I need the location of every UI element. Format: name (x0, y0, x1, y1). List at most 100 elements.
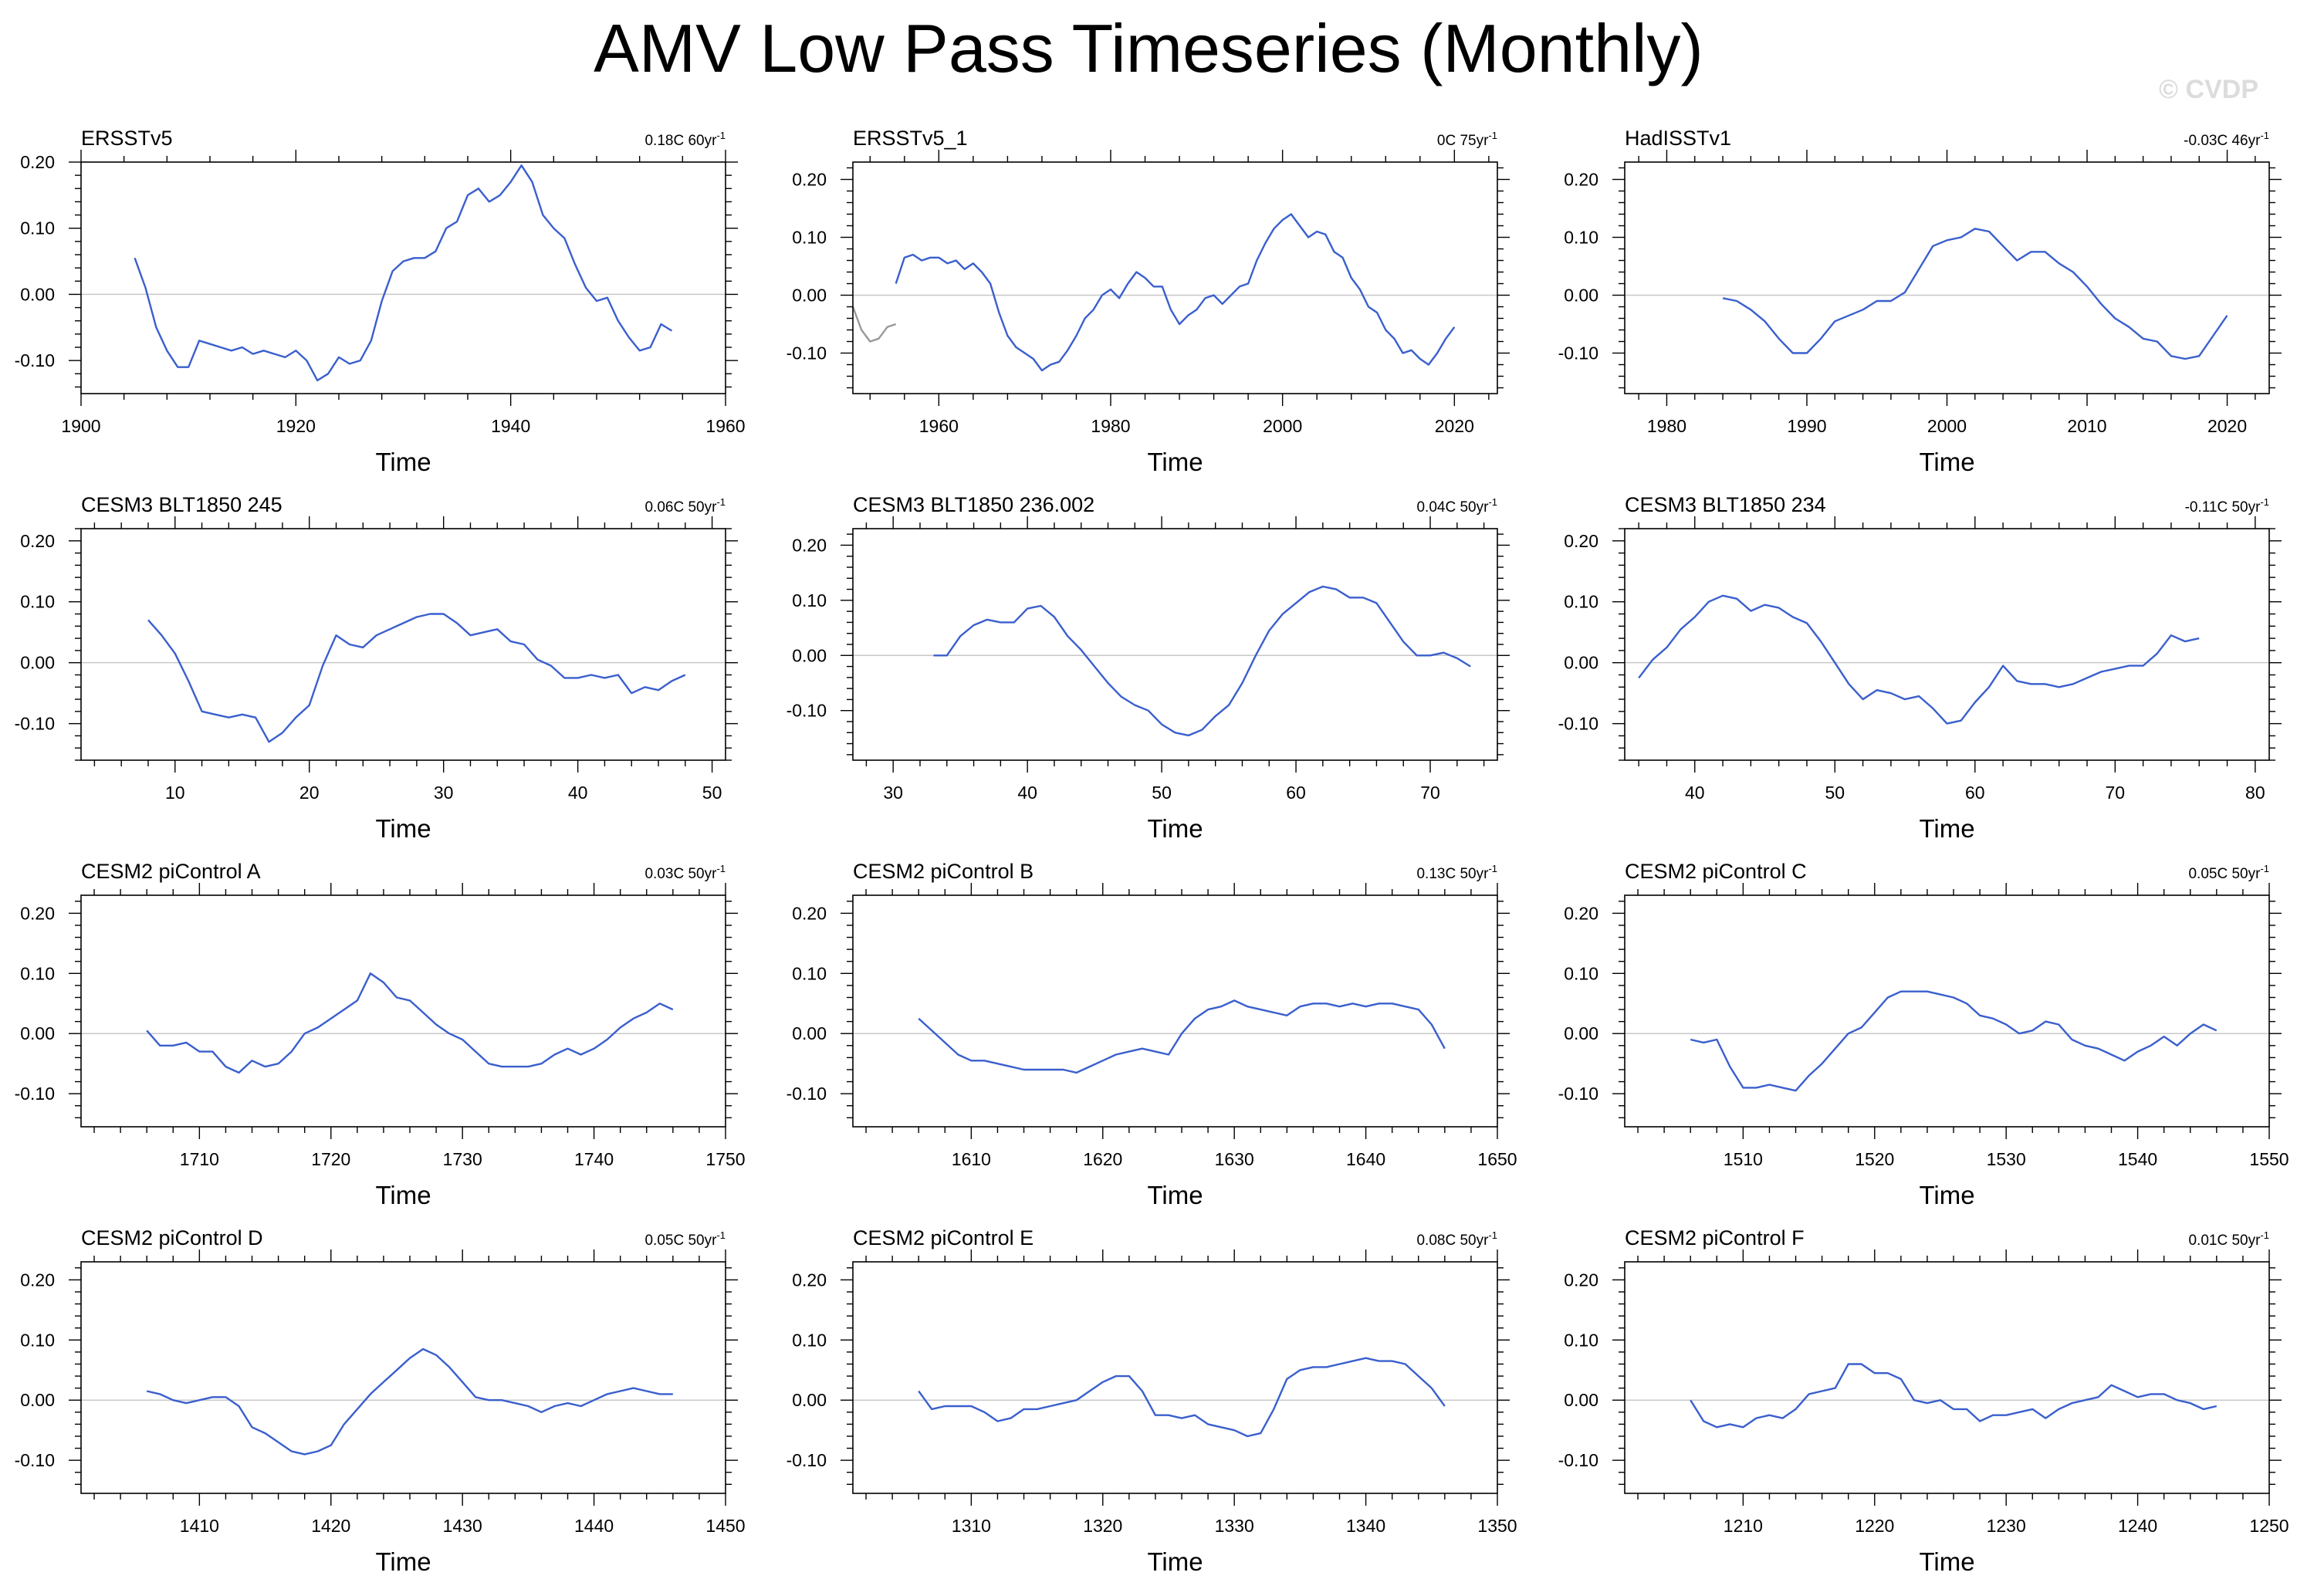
y-tick-label: 0.20 (20, 531, 55, 551)
panel-stat: -0.03C 46yr-1 (2184, 130, 2269, 149)
panel-0: ERSSTv5 0.18C 60yr-1 1900 1920 1940 1960 -0.10… (15, 127, 746, 476)
y-tick-label: -0.10 (787, 1084, 827, 1104)
y-tick-label: -0.10 (1558, 1450, 1598, 1470)
x-tick-label: 1630 (1215, 1149, 1254, 1169)
x-axis-label: Time (375, 1181, 431, 1209)
x-tick-label: 1940 (491, 416, 530, 436)
panel-title: CESM2 piControl C (1625, 860, 1807, 883)
y-tick-label: 0.20 (1564, 531, 1598, 551)
series-line-0 (146, 1347, 673, 1456)
y-tick-label: 0.20 (792, 535, 827, 555)
y-tick-label: 0.00 (1564, 286, 1598, 306)
x-tick-label: 1420 (311, 1516, 350, 1536)
x-tick-label: 1350 (1477, 1516, 1517, 1536)
y-tick-label: 0.00 (20, 1390, 55, 1410)
y-tick-label: -0.10 (1558, 343, 1598, 363)
x-tick-label: 30 (883, 783, 903, 803)
plot-frame (852, 161, 1498, 394)
x-tick-label: 1990 (1787, 416, 1826, 436)
y-tick-label: 0.10 (1564, 963, 1598, 983)
x-tick-label: 1240 (2118, 1516, 2157, 1536)
panel-stat: 0.03C 50yr-1 (644, 863, 726, 882)
y-tick-label: 0.00 (792, 645, 827, 665)
x-tick-label: 2020 (1435, 416, 1474, 436)
x-tick-label: 40 (568, 783, 588, 803)
panel-stat: 0.18C 60yr-1 (644, 130, 726, 149)
y-tick-label: 0.10 (20, 592, 55, 612)
y-tick-label: 0.00 (20, 653, 55, 673)
x-tick-label: 1410 (180, 1516, 219, 1536)
x-tick-label: 1610 (952, 1149, 991, 1169)
series-line-0 (851, 306, 897, 343)
y-tick-label: -0.10 (1558, 1084, 1598, 1104)
series-line-0 (1690, 990, 2218, 1092)
x-tick-label: 1340 (1346, 1516, 1385, 1536)
y-tick-label: 0.00 (792, 286, 827, 306)
series-line-0 (918, 999, 1446, 1074)
x-tick-label: 1510 (1724, 1149, 1763, 1169)
plot-frame (852, 894, 1498, 1128)
x-tick-label: 1920 (276, 416, 316, 436)
watermark: © CVDP (2159, 75, 2258, 104)
x-tick-label: 1220 (1855, 1516, 1894, 1536)
x-tick-label: 1740 (574, 1149, 614, 1169)
x-tick-label: 50 (1825, 783, 1845, 803)
x-tick-label: 1620 (1083, 1149, 1122, 1169)
y-tick-label: 0.10 (1564, 1330, 1598, 1350)
y-tick-label: -0.10 (787, 343, 827, 363)
series-line-0 (147, 613, 686, 743)
y-tick-label: -0.10 (1558, 714, 1598, 734)
panel-7: CESM2 piControl B 0.13C 50yr-1 1610 1620 163… (787, 860, 1517, 1209)
x-tick-label: 70 (2106, 783, 2126, 803)
panel-6: CESM2 piControl A 0.03C 50yr-1 1710 1720 173… (15, 860, 746, 1209)
x-tick-label: 2000 (1263, 416, 1302, 436)
panel-2: HadISSTv1 -0.03C 46yr-1 1980 1990 2000 2010 20… (1558, 127, 2282, 476)
y-tick-label: 0.20 (20, 152, 55, 172)
x-tick-label: 1550 (2249, 1149, 2289, 1169)
x-axis-label: Time (1147, 1181, 1203, 1209)
y-tick-label: 0.00 (792, 1023, 827, 1043)
series-line-0 (1690, 1363, 2218, 1429)
panel-stat: 0.01C 50yr-1 (2188, 1229, 2269, 1249)
series-line-0 (134, 164, 673, 382)
y-tick-label: 0.20 (1564, 1270, 1598, 1290)
plot-frame (852, 1261, 1498, 1494)
y-tick-label: 0.00 (20, 1023, 55, 1043)
x-tick-label: 10 (165, 783, 185, 803)
y-tick-label: 0.00 (1564, 653, 1598, 673)
x-axis-label: Time (1919, 448, 1974, 476)
y-tick-label: 0.20 (20, 903, 55, 923)
y-tick-label: -0.10 (15, 350, 55, 370)
plot-frame (1624, 1261, 2270, 1494)
x-tick-label: 20 (299, 783, 320, 803)
y-tick-label: 0.00 (792, 1390, 827, 1410)
x-axis-label: Time (1147, 814, 1203, 843)
y-tick-label: -0.10 (15, 714, 55, 734)
plot-frame (852, 528, 1498, 761)
panel-stat: 0.06C 50yr-1 (644, 496, 726, 516)
x-tick-label: 2020 (2207, 416, 2247, 436)
y-tick-label: 0.10 (1564, 228, 1598, 248)
y-tick-label: 0.20 (1564, 903, 1598, 923)
x-axis-label: Time (375, 814, 431, 843)
x-tick-label: 1530 (1987, 1149, 2026, 1169)
panel-stat: -0.11C 50yr-1 (2185, 496, 2269, 516)
series-line-0 (1722, 228, 2228, 360)
panel-title: ERSSTv5_1 (853, 127, 968, 150)
y-tick-label: -0.10 (15, 1084, 55, 1104)
y-tick-label: -0.10 (787, 701, 827, 721)
x-axis-label: Time (1919, 1181, 1974, 1209)
panel-title: CESM3 BLT1850 236.002 (853, 493, 1094, 516)
x-axis-label: Time (1919, 1547, 1974, 1576)
x-axis-label: Time (375, 448, 431, 476)
x-axis-label: Time (1919, 814, 1974, 843)
x-tick-label: 30 (434, 783, 454, 803)
y-tick-label: 0.10 (1564, 592, 1598, 612)
panel-1: ERSSTv5_1 0C 75yr-1 1960 1980 2000 2020 -0.10 0… (787, 127, 1510, 476)
panel-title: CESM2 piControl B (853, 860, 1033, 883)
series-line-0 (1638, 594, 2200, 725)
x-tick-label: 1210 (1724, 1516, 1763, 1536)
panel-title: ERSSTv5 (81, 127, 173, 150)
x-tick-label: 1440 (574, 1516, 614, 1536)
panel-title: HadISSTv1 (1625, 127, 1731, 150)
